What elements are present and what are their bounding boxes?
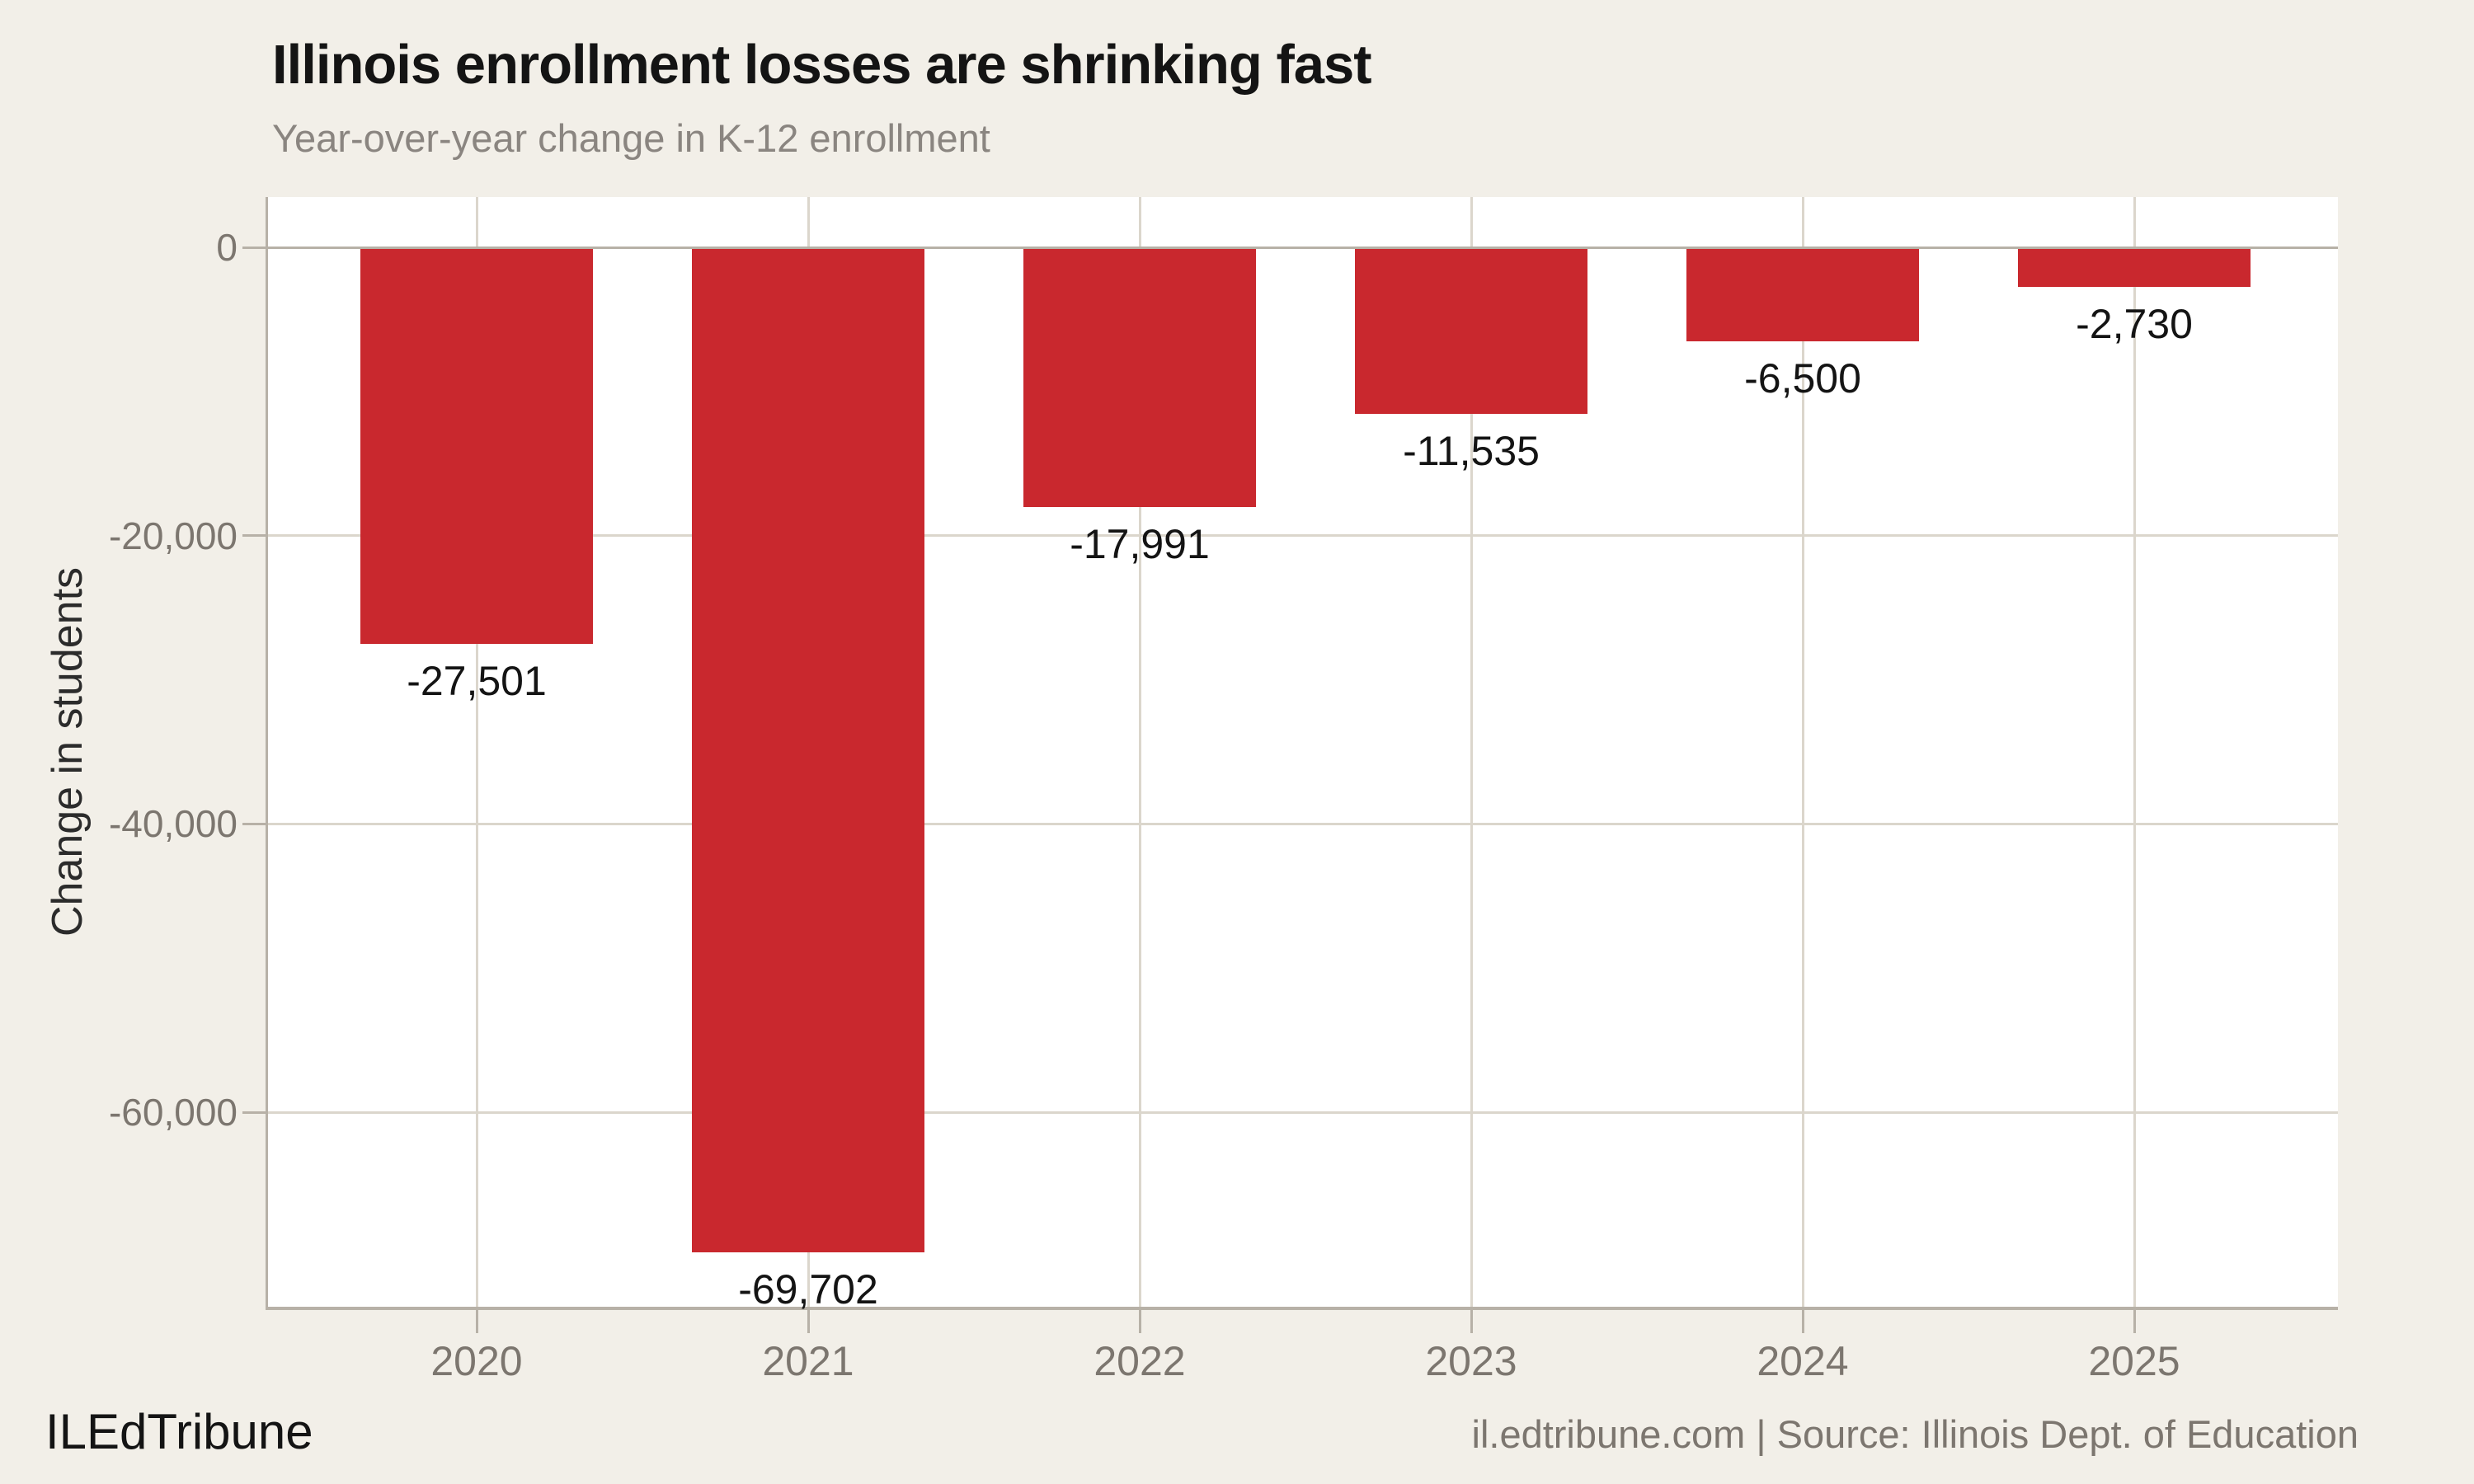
- vertical-gridline: [475, 197, 478, 1307]
- bar-2020: [360, 247, 593, 644]
- vertical-gridline: [2133, 197, 2136, 1307]
- chart-title: Illinois enrollment losses are shrinking…: [272, 34, 1372, 96]
- y-tick-label: -60,000: [108, 1091, 238, 1134]
- footer-attribution: il.edtribune.com | Source: Illinois Dept…: [1471, 1412, 2359, 1456]
- horizontal-gridline: [268, 534, 2338, 538]
- vertical-gridline: [1470, 197, 1473, 1307]
- zero-baseline: [268, 246, 2338, 249]
- bar-value-label: -6,500: [1744, 355, 1861, 402]
- bar-2023: [1355, 247, 1587, 414]
- x-tick-label: 2024: [1757, 1338, 1849, 1384]
- bar-2025: [2018, 247, 2251, 287]
- y-axis-line: [266, 197, 268, 1310]
- x-tick-mark: [807, 1310, 810, 1333]
- x-tick-label: 2023: [1425, 1338, 1517, 1384]
- y-tick-mark: [242, 246, 266, 249]
- x-axis-line: [266, 1307, 2338, 1310]
- bar-2022: [1023, 247, 1256, 507]
- vertical-gridline: [1138, 197, 1141, 1307]
- x-tick-mark: [1801, 1310, 1804, 1333]
- footer-brand: ILEdTribune: [45, 1404, 313, 1459]
- y-tick-label: -40,000: [108, 802, 238, 846]
- bar-value-label: -27,501: [407, 657, 547, 704]
- x-tick-mark: [2133, 1310, 2136, 1333]
- y-tick-mark: [242, 534, 266, 538]
- chart-subtitle: Year-over-year change in K-12 enrollment: [272, 116, 990, 160]
- vertical-gridline: [1801, 197, 1804, 1307]
- x-tick-label: 2021: [762, 1338, 854, 1384]
- y-tick-mark: [242, 822, 266, 825]
- x-tick-label: 2020: [430, 1338, 523, 1384]
- y-tick-mark: [242, 1111, 266, 1114]
- bar-value-label: -69,702: [738, 1266, 878, 1313]
- bar-value-label: -11,535: [1403, 427, 1540, 474]
- x-tick-label: 2022: [1094, 1338, 1186, 1384]
- y-tick-label: -20,000: [108, 514, 238, 557]
- horizontal-gridline: [268, 1111, 2338, 1114]
- x-tick-mark: [475, 1310, 478, 1333]
- plot-area: [268, 197, 2338, 1307]
- horizontal-gridline: [268, 822, 2338, 825]
- x-tick-mark: [1138, 1310, 1141, 1333]
- y-tick-label: 0: [216, 226, 238, 270]
- x-tick-label: 2025: [2088, 1338, 2180, 1384]
- bar-value-label: -2,730: [2076, 300, 2193, 347]
- x-tick-mark: [1470, 1310, 1473, 1333]
- bar-value-label: -17,991: [1070, 520, 1210, 567]
- bar-2024: [1686, 247, 1919, 341]
- bar-2021: [692, 247, 924, 1252]
